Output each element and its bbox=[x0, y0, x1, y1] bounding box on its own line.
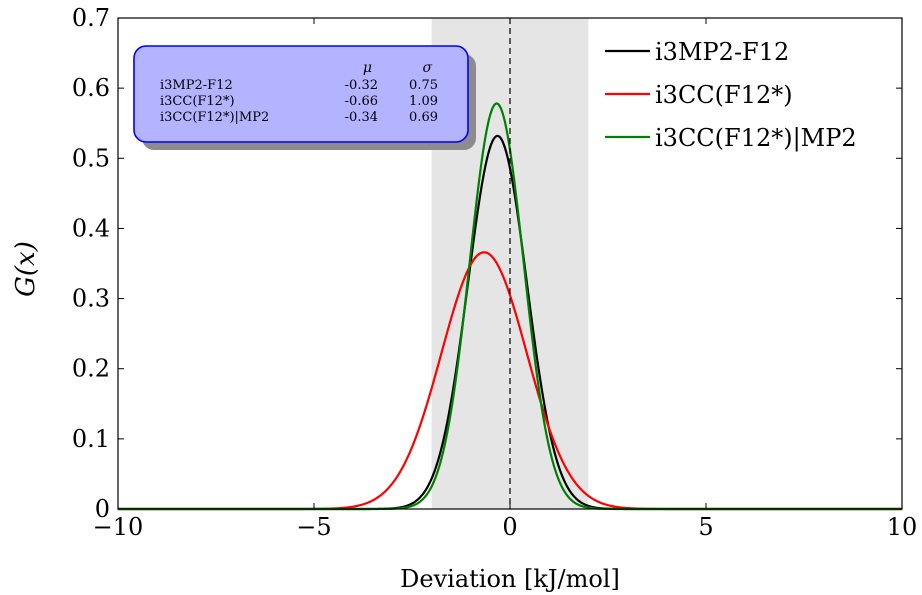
stats-cell: i3CC(F12*)|MP2 bbox=[160, 110, 269, 125]
y-tick-label: 0 bbox=[95, 495, 110, 523]
stats-cell: -0.66 bbox=[345, 94, 378, 109]
y-tick-label: 0.3 bbox=[72, 285, 110, 313]
y-tick-label: 0.4 bbox=[72, 214, 110, 242]
y-tick-label: 0.2 bbox=[72, 355, 110, 383]
stats-header: σ bbox=[422, 60, 432, 76]
stats-cell: i3CC(F12*) bbox=[160, 94, 235, 109]
legend-label: i3CC(F12*)|MP2 bbox=[655, 124, 857, 153]
x-tick-label: 5 bbox=[698, 513, 713, 541]
y-tick-label: 0.6 bbox=[72, 74, 110, 102]
y-tick-label: 0.5 bbox=[72, 144, 110, 172]
x-tick-label: −10 bbox=[93, 513, 144, 541]
stats-cell: -0.34 bbox=[345, 110, 378, 125]
stats-cell: i3MP2-F12 bbox=[160, 78, 233, 93]
x-tick-label: 0 bbox=[502, 513, 517, 541]
x-axis-label: Deviation [kJ/mol] bbox=[400, 565, 620, 593]
x-tick-label: −5 bbox=[296, 513, 331, 541]
x-tick-label: 10 bbox=[887, 513, 918, 541]
y-tick-label: 0.1 bbox=[72, 425, 110, 453]
y-axis-label: G(x) bbox=[11, 241, 41, 297]
legend-label: i3MP2-F12 bbox=[655, 38, 789, 66]
ticks-layer: −10 −5 0 5 10 0 0.1 0.2 0.3 0.4 0.5 0.6 0.7 bbox=[72, 4, 917, 541]
stats-cell: 0.69 bbox=[409, 110, 438, 125]
stats-cell: -0.32 bbox=[345, 78, 378, 93]
legend: i3MP2-F12 i3CC(F12*) i3CC(F12*)|MP2 bbox=[605, 38, 857, 153]
legend-label: i3CC(F12*) bbox=[655, 81, 793, 109]
y-tick-label: 0.7 bbox=[72, 4, 110, 32]
stats-header: μ bbox=[363, 60, 372, 76]
stats-box-frame bbox=[133, 45, 469, 143]
stats-cell: 1.09 bbox=[409, 94, 438, 109]
stats-table: μ σ i3MP2-F12 -0.32 0.75 i3CC(F12*) -0.66 1.09 i… bbox=[133, 45, 476, 150]
stats-cell: 0.75 bbox=[409, 78, 438, 93]
